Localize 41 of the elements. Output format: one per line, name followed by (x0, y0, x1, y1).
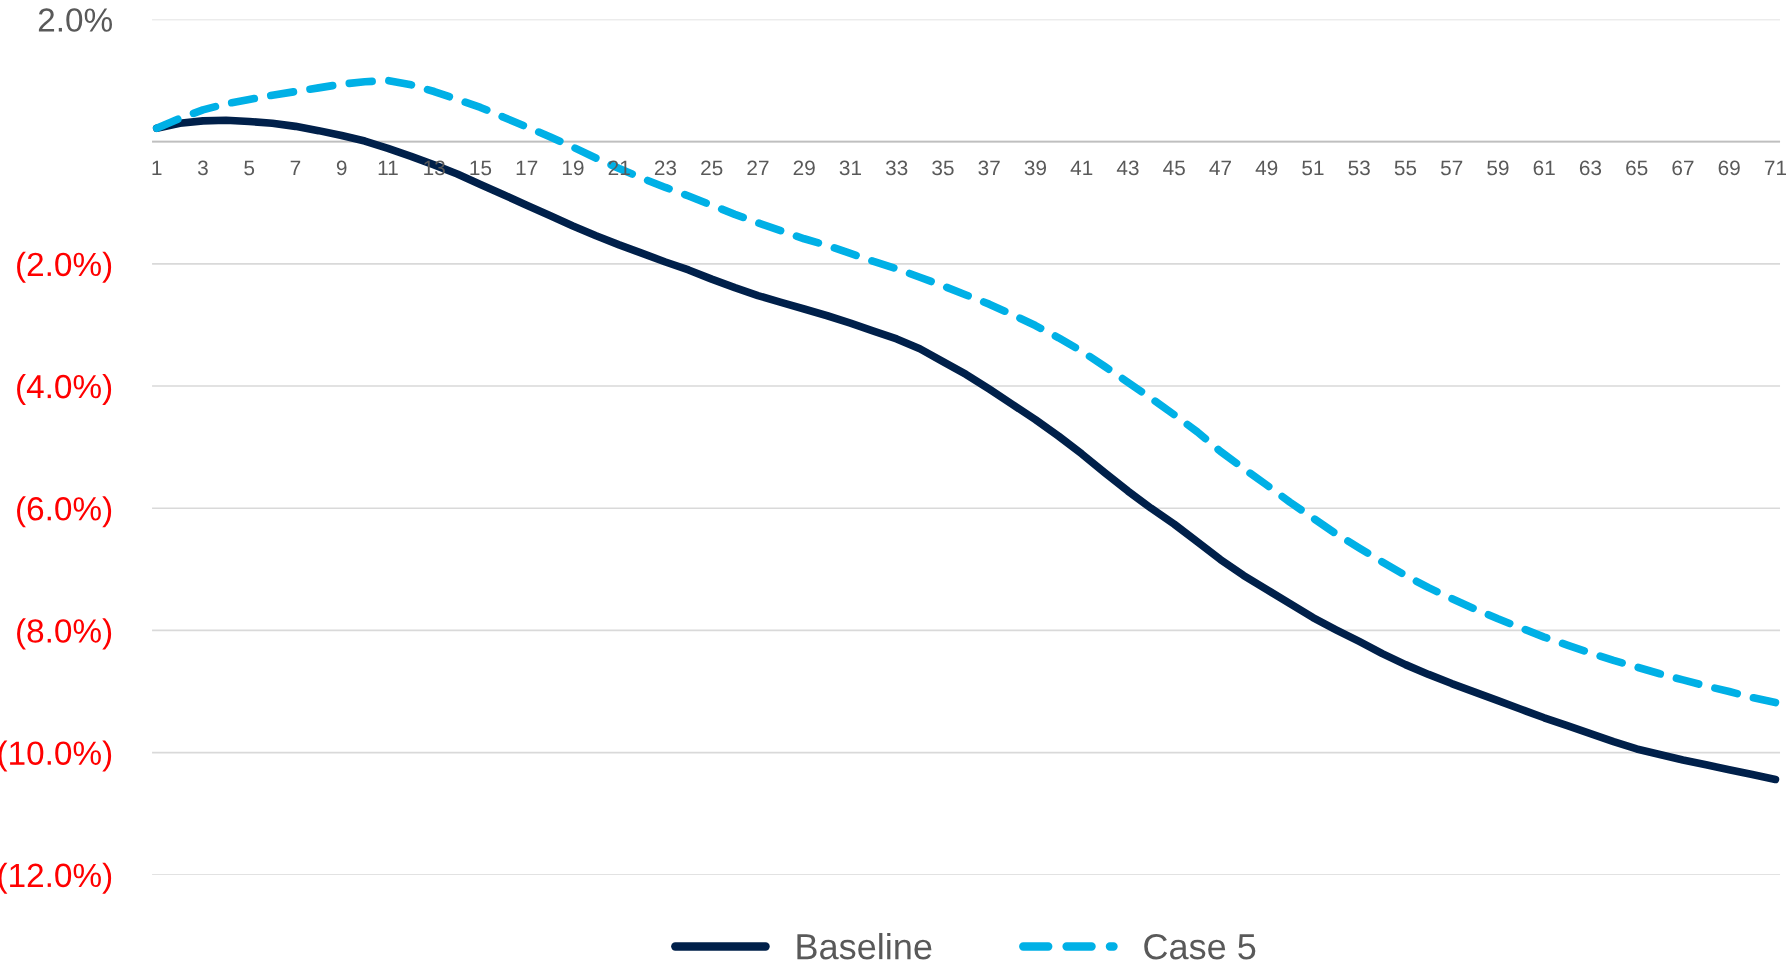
x-tick-label: 69 (1718, 160, 1740, 176)
x-tick-label: 71 (1764, 160, 1786, 176)
x-tick-label: 63 (1579, 160, 1602, 176)
x-tick-label: 9 (336, 160, 347, 176)
y-tick-label: (4.0%) (17, 373, 112, 405)
x-tick-label: 67 (1672, 160, 1694, 176)
x-tick-label: 29 (793, 160, 815, 176)
x-tick-label: 39 (1024, 160, 1047, 176)
x-tick-label: 31 (839, 160, 862, 176)
x-tick-label: 17 (516, 160, 538, 176)
x-tick-label: 45 (1163, 160, 1185, 176)
x-tick-label: 25 (701, 160, 723, 176)
x-tick-label: 57 (1440, 160, 1463, 176)
x-tick-label: 61 (1533, 160, 1555, 176)
x-tick-label: 41 (1070, 160, 1093, 176)
x-tick-label: 49 (1255, 160, 1278, 176)
x-tick-label: 5 (244, 160, 255, 176)
y-tick-label: (6.0%) (17, 496, 112, 528)
x-tick-label: 15 (470, 160, 492, 176)
x-tick-label: 51 (1302, 160, 1324, 176)
x-tick-label: 53 (1348, 160, 1370, 176)
x-tick-label: 35 (932, 160, 954, 176)
x-tick-label: 65 (1626, 160, 1648, 176)
x-tick-label: 11 (378, 160, 398, 176)
x-tick-label: 1 (152, 160, 162, 176)
x-tick-label: 37 (978, 160, 1000, 176)
x-tick-label: 59 (1487, 160, 1509, 176)
legend-label: Case 5 (1144, 933, 1256, 960)
y-tick-label: (2.0%) (17, 251, 112, 283)
y-tick-label: (8.0%) (17, 618, 112, 650)
x-tick-label: 19 (562, 160, 584, 176)
x-tick-label: 43 (1116, 160, 1139, 176)
x-tick-label: 27 (747, 160, 769, 176)
x-tick-label: 55 (1394, 160, 1417, 176)
x-tick-label: 23 (654, 160, 677, 176)
x-tick-label: 47 (1209, 160, 1231, 176)
legend-label: Baseline (797, 932, 932, 960)
x-tick-label: 3 (197, 160, 208, 176)
x-tick-label: 7 (290, 160, 301, 176)
y-tick-label: 2.0% (38, 8, 112, 32)
x-tick-label: 33 (885, 160, 908, 176)
